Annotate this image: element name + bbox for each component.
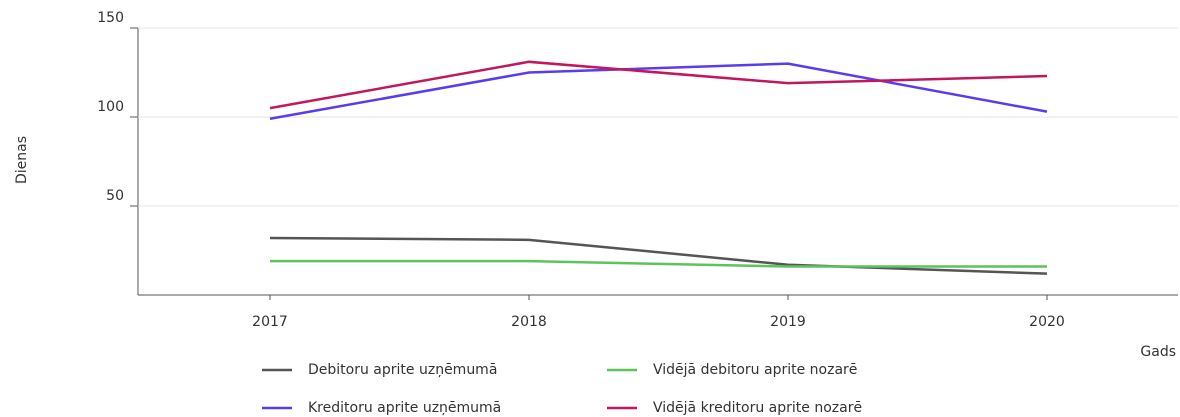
- y-tick-label: 150: [97, 10, 124, 26]
- y-tick-label: 100: [97, 99, 124, 115]
- legend-label: Vidējā kreditoru aprite nozarē: [653, 400, 862, 416]
- y-axis-label: Dienas: [14, 136, 30, 184]
- x-tick-label: 2018: [511, 314, 547, 330]
- series-line: [269, 60, 1048, 110]
- y-tick-label: 50: [106, 188, 124, 204]
- x-axis-label: Gads: [1140, 344, 1176, 360]
- x-tick-label: 2017: [252, 314, 288, 330]
- series-line: [269, 236, 1048, 275]
- legend-label: Debitoru aprite uzņēmumā: [308, 362, 497, 378]
- series-line: [270, 259, 1047, 268]
- legend-label: Vidējā debitoru aprite nozarē: [653, 362, 857, 378]
- legend-label: Kreditoru aprite uzņēmumā: [308, 400, 501, 416]
- series-line: [269, 62, 1048, 121]
- x-tick-label: 2019: [770, 314, 806, 330]
- x-tick-label: 2020: [1029, 314, 1065, 330]
